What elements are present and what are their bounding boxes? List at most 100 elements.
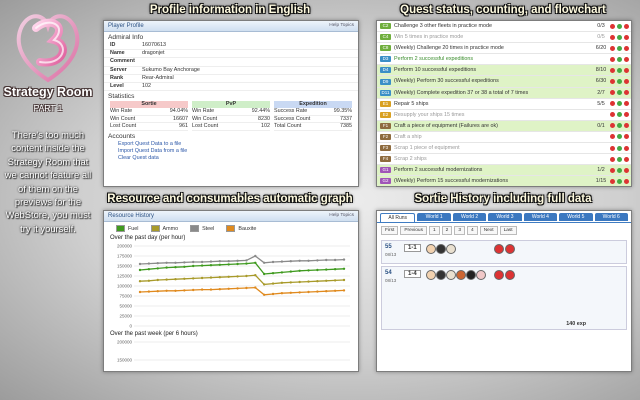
tab[interactable]: World 4 xyxy=(523,213,558,221)
tab[interactable]: All Runs xyxy=(380,213,416,222)
quest-button[interactable] xyxy=(617,112,622,118)
quest-button[interactable] xyxy=(610,90,615,96)
quest-button[interactable] xyxy=(617,134,622,140)
quest-progress: 5/5 xyxy=(597,100,605,107)
series-point xyxy=(254,254,257,258)
quest-code: G1 xyxy=(380,167,391,174)
quest-button[interactable] xyxy=(617,56,622,62)
quest-button[interactable] xyxy=(624,79,629,85)
ship-icon xyxy=(456,270,466,280)
tab[interactable]: World 5 xyxy=(559,213,593,221)
account-link[interactable]: Export Quest Data to a file xyxy=(118,140,182,147)
account-link[interactable]: Clear Quest data xyxy=(118,154,159,161)
section-title: Statistics xyxy=(108,93,135,101)
quest-button[interactable] xyxy=(624,112,629,118)
quest-button[interactable] xyxy=(617,45,622,51)
pager-button[interactable]: Next xyxy=(479,226,498,235)
quest-button[interactable] xyxy=(610,45,615,51)
quest-button[interactable] xyxy=(617,156,622,162)
tab[interactable]: World 2 xyxy=(452,213,487,221)
quest-button[interactable] xyxy=(617,67,622,73)
quest-button[interactable] xyxy=(624,156,629,162)
series-point xyxy=(183,289,186,292)
legend-item[interactable]: Bauxite xyxy=(226,224,257,232)
caption: Sortie History including full data xyxy=(414,193,592,205)
enemy-icon xyxy=(494,270,504,280)
stats-column: Sortie Win Rate 94.04% Win Count 16607 Lost C… xyxy=(110,101,188,131)
quest-button[interactable] xyxy=(617,167,622,173)
quest-button[interactable] xyxy=(624,167,629,173)
quest-button[interactable] xyxy=(610,178,615,184)
field-label: Level xyxy=(110,82,124,89)
quest-button[interactable] xyxy=(610,134,615,140)
quest-button[interactable] xyxy=(624,123,629,129)
series-point xyxy=(280,260,284,263)
quest-button[interactable] xyxy=(624,145,629,151)
help-link[interactable]: Help Topics xyxy=(329,23,354,28)
quest-button[interactable] xyxy=(617,34,622,40)
quest-code: F2 xyxy=(380,133,391,140)
quest-button[interactable] xyxy=(617,178,622,184)
quest-button[interactable] xyxy=(610,79,615,85)
quest-button[interactable] xyxy=(610,123,615,129)
quest-button[interactable] xyxy=(610,167,615,173)
quest-button[interactable] xyxy=(617,90,622,96)
quest-button[interactable] xyxy=(610,23,615,29)
quest-button[interactable] xyxy=(610,101,615,107)
quest-button[interactable] xyxy=(624,178,629,184)
quest-button[interactable] xyxy=(617,123,622,129)
quest-button[interactable] xyxy=(624,101,629,107)
legend-item[interactable]: Ammo xyxy=(150,224,178,232)
quest-button[interactable] xyxy=(610,145,615,151)
legend-item[interactable]: Steel xyxy=(190,224,214,232)
quest-button[interactable] xyxy=(624,90,629,96)
legend-swatch xyxy=(116,224,125,232)
account-link[interactable]: Import Quest Data from a file xyxy=(118,147,188,154)
quest-button[interactable] xyxy=(624,67,629,73)
series-point xyxy=(289,270,292,273)
help-link[interactable]: Help Topics xyxy=(329,213,354,218)
tab[interactable]: World 1 xyxy=(417,213,451,221)
ship-icon xyxy=(426,270,436,280)
pager-button[interactable]: Previous xyxy=(400,226,427,235)
series-point xyxy=(200,288,204,291)
pager-button[interactable]: 1 xyxy=(429,226,440,235)
quest-button[interactable] xyxy=(610,34,615,40)
quest-progress: 8/10 xyxy=(595,67,607,74)
quest-button[interactable] xyxy=(624,34,629,40)
series-point xyxy=(165,266,168,269)
ship-icon xyxy=(426,244,436,254)
quest-code: G2 xyxy=(380,178,391,185)
field-row: Name dragonjet xyxy=(104,50,358,59)
quest-row: F3 Scrap 1 piece of equipment xyxy=(377,143,631,155)
pager-button[interactable]: 3 xyxy=(454,226,466,235)
quest-button[interactable] xyxy=(624,45,629,51)
quest-button[interactable] xyxy=(624,56,629,62)
quest-row: C4 Win 5 times in practice mode 0/5 xyxy=(377,32,631,44)
quest-button[interactable] xyxy=(610,112,615,118)
quest-button[interactable] xyxy=(617,145,622,151)
quest-button[interactable] xyxy=(624,134,629,140)
series-point xyxy=(174,261,177,264)
quest-button[interactable] xyxy=(610,67,615,73)
series-point xyxy=(289,281,292,284)
tab[interactable]: World 3 xyxy=(488,213,522,221)
quest-button[interactable] xyxy=(617,101,622,107)
series-point xyxy=(333,258,337,262)
pager-button[interactable]: 4 xyxy=(467,226,478,235)
legend-label: Bauxite xyxy=(238,225,257,232)
quest-button[interactable] xyxy=(624,23,629,29)
quest-button[interactable] xyxy=(610,156,615,162)
y-tick-label: 100000 xyxy=(117,284,133,289)
quest-button[interactable] xyxy=(617,79,622,85)
field-value: Sukumo Bay Anchorage xyxy=(142,66,200,73)
quest-button[interactable] xyxy=(610,56,615,62)
tab[interactable]: World 6 xyxy=(594,213,628,221)
legend-item[interactable]: Fuel xyxy=(116,224,139,232)
pager-button[interactable]: 2 xyxy=(441,226,453,235)
pager-button[interactable]: First xyxy=(381,226,399,235)
quest-button[interactable] xyxy=(617,23,622,29)
brand-subtitle: PART 1 xyxy=(33,103,63,113)
series-point xyxy=(307,280,310,283)
pager-button[interactable]: Last xyxy=(499,226,517,235)
